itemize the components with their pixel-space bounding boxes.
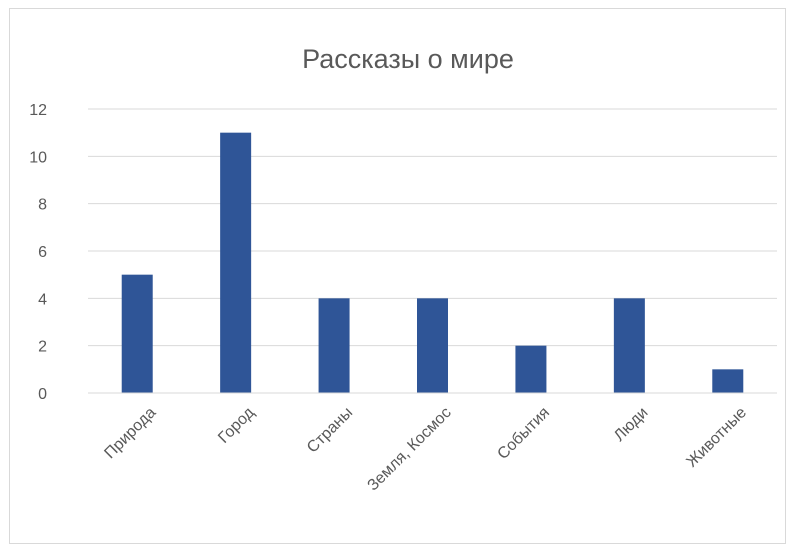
chart-title: Рассказы о мире [302, 44, 514, 74]
bar [613, 298, 645, 393]
bar [318, 298, 350, 393]
x-category-label: Животные [683, 404, 750, 471]
bar [220, 132, 252, 393]
y-tick-label: 12 [29, 102, 47, 119]
x-category-label: Люди [611, 404, 652, 445]
bar [712, 369, 744, 393]
bar [515, 345, 547, 393]
gridlines [88, 108, 777, 347]
x-category-label: Страны [304, 404, 356, 456]
y-tick-label: 0 [38, 386, 47, 403]
bar [417, 298, 448, 393]
y-tick-label: 6 [38, 244, 47, 261]
bar [121, 274, 153, 393]
y-tick-label: 8 [38, 197, 47, 214]
y-axis-ticks: 0 2 4 6 8 10 12 [29, 102, 47, 403]
x-category-label: Земля, Космос [364, 404, 454, 494]
x-category-label: Город [215, 404, 258, 447]
x-category-label: Природа [101, 404, 159, 462]
y-tick-label: 4 [38, 291, 47, 308]
x-category-label: События [494, 404, 553, 463]
category-labels: Природа Город Страны Земля, Космос События Лю… [101, 404, 750, 495]
y-tick-label: 2 [38, 339, 47, 356]
bars [121, 132, 744, 393]
y-tick-label: 10 [29, 149, 47, 166]
